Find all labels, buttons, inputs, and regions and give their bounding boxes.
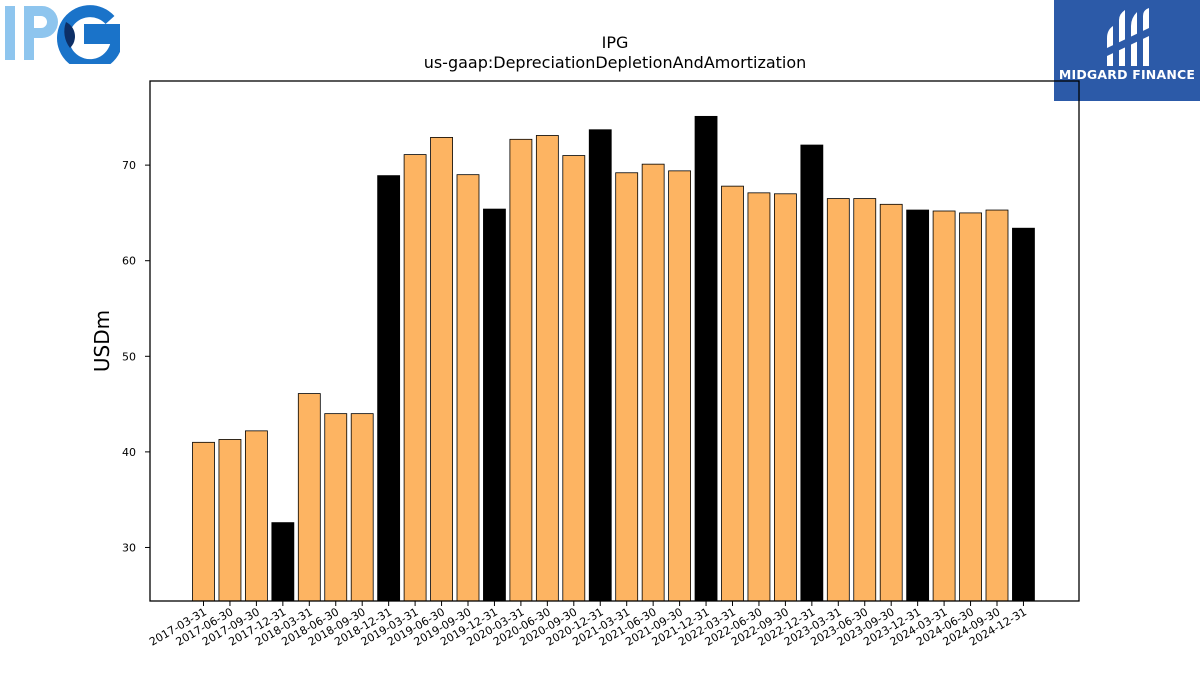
ipg-logo-letter-p [24, 6, 58, 60]
bar-2020-09-30 [562, 155, 586, 602]
midgard-mark-icon [1107, 8, 1149, 66]
bar-2024-09-30 [985, 209, 1009, 602]
bar-2018-03-31 [297, 393, 321, 602]
bars-group [192, 115, 1035, 602]
chart-subtitle: us-gaap:DepreciationDepletionAndAmortiza… [424, 53, 807, 72]
bar-2018-09-30 [350, 413, 374, 602]
bar-2023-12-31 [906, 209, 930, 602]
bar-2017-06-30 [218, 439, 242, 602]
bar-2019-12-31 [483, 208, 506, 602]
bar-2021-12-31 [694, 115, 718, 602]
bar-2019-03-31 [403, 154, 427, 602]
midgard-finance-logo: MIDGARD FINANCE [1054, 0, 1200, 101]
ipg-logo [0, 0, 124, 72]
bar-2023-09-30 [879, 203, 903, 602]
bar-2022-12-31 [800, 144, 824, 602]
bar-2023-03-31 [826, 198, 850, 602]
y-tick-label: 30 [122, 541, 136, 554]
bar-2024-06-30 [959, 212, 982, 602]
bar-2020-03-31 [509, 138, 533, 602]
bar-2022-09-30 [774, 193, 797, 602]
y-axis: 30 40 50 60 70 [122, 159, 150, 554]
ipg-logo-letter-i [5, 6, 15, 60]
bar-2019-09-30 [456, 174, 480, 602]
bar-2021-06-30 [641, 163, 665, 602]
ipg-logo-letter-g [57, 5, 124, 72]
bar-2020-12-31 [588, 129, 612, 602]
y-tick-label: 60 [122, 255, 136, 268]
y-tick-label: 50 [122, 350, 136, 363]
ipg-logo-overlap [64, 22, 75, 48]
x-axis: 2017-03-312017-06-302017-09-302017-12-31… [147, 601, 1029, 649]
midgard-brand-text: MIDGARD FINANCE [1058, 67, 1196, 82]
bar-2024-03-31 [932, 210, 956, 602]
bar-2019-06-30 [430, 136, 453, 602]
bar-2018-06-30 [324, 413, 348, 602]
y-axis-label: USDm [90, 310, 114, 372]
y-tick-label: 70 [122, 159, 136, 172]
bar-2018-12-31 [377, 175, 401, 602]
bar-2017-12-31 [271, 522, 295, 602]
bar-2022-03-31 [721, 185, 744, 602]
bar-2022-06-30 [747, 192, 771, 602]
bar-2017-09-30 [244, 430, 268, 602]
chart-title: IPG [602, 33, 629, 52]
bar-2024-12-31 [1012, 227, 1035, 602]
bar-2023-06-30 [853, 198, 877, 602]
y-tick-label: 40 [122, 446, 136, 459]
bar-2020-06-30 [535, 135, 559, 602]
bar-2017-03-31 [192, 441, 215, 602]
plot-frame [149, 80, 1080, 602]
bar-2021-03-31 [615, 172, 639, 602]
bar-2021-09-30 [668, 170, 691, 602]
